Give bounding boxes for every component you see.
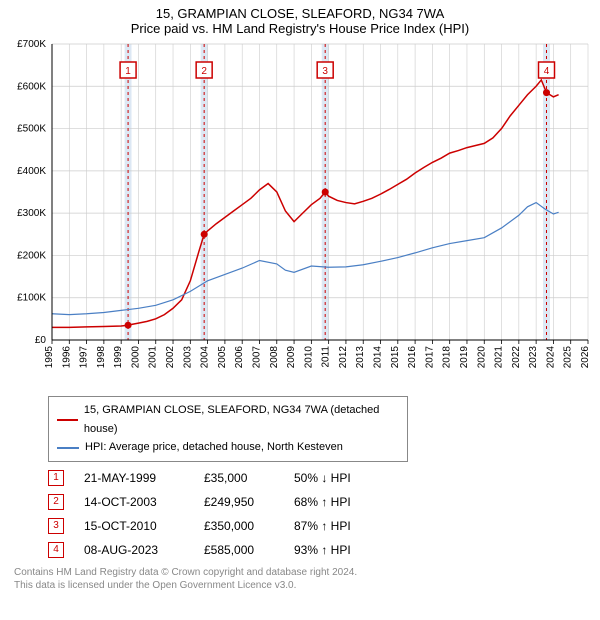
svg-text:£600K: £600K (17, 81, 46, 92)
svg-text:2001: 2001 (148, 346, 159, 369)
svg-text:2025: 2025 (563, 346, 574, 369)
svg-text:2016: 2016 (407, 346, 418, 369)
legend-label-hpi: HPI: Average price, detached house, Nort… (85, 438, 343, 457)
legend-item-property: 15, GRAMPIAN CLOSE, SLEAFORD, NG34 7WA (… (57, 401, 399, 438)
event-marker: 3 (48, 518, 64, 534)
legend-swatch-hpi (57, 447, 79, 449)
svg-text:2012: 2012 (338, 346, 349, 369)
svg-text:2006: 2006 (234, 346, 245, 369)
chart-title-line2: Price paid vs. HM Land Registry's House … (8, 21, 592, 36)
svg-text:1999: 1999 (113, 346, 124, 369)
svg-text:2021: 2021 (494, 346, 505, 369)
event-row: 3 15-OCT-2010 £350,000 87% ↑ HPI (48, 518, 592, 534)
svg-text:2007: 2007 (251, 346, 262, 369)
legend-swatch-property (57, 419, 78, 421)
event-date: 21-MAY-1999 (84, 471, 184, 485)
footer-line1: Contains HM Land Registry data © Crown c… (14, 566, 592, 579)
svg-text:2004: 2004 (200, 346, 211, 369)
event-price: £350,000 (204, 519, 274, 533)
svg-text:1997: 1997 (79, 346, 90, 369)
svg-text:2017: 2017 (424, 346, 435, 369)
chart-legend: 15, GRAMPIAN CLOSE, SLEAFORD, NG34 7WA (… (48, 396, 408, 462)
svg-text:£400K: £400K (17, 166, 46, 177)
svg-text:2019: 2019 (459, 346, 470, 369)
svg-text:£300K: £300K (17, 208, 46, 219)
svg-text:2015: 2015 (390, 346, 401, 369)
svg-text:2011: 2011 (321, 346, 332, 368)
svg-text:2008: 2008 (269, 346, 280, 369)
svg-text:£500K: £500K (17, 124, 46, 135)
svg-text:£0: £0 (35, 335, 47, 346)
event-marker: 4 (48, 542, 64, 558)
event-date: 14-OCT-2003 (84, 495, 184, 509)
legend-label-property: 15, GRAMPIAN CLOSE, SLEAFORD, NG34 7WA (… (84, 401, 399, 438)
event-marker: 1 (48, 470, 64, 486)
svg-text:£700K: £700K (17, 40, 46, 50)
svg-text:1996: 1996 (61, 346, 72, 369)
svg-text:2000: 2000 (130, 346, 141, 369)
event-date: 15-OCT-2010 (84, 519, 184, 533)
event-price: £35,000 (204, 471, 274, 485)
event-price: £249,950 (204, 495, 274, 509)
svg-text:2018: 2018 (442, 346, 453, 369)
svg-text:4: 4 (544, 66, 550, 77)
event-table: 1 21-MAY-1999 £35,000 50% ↓ HPI 2 14-OCT-2003… (48, 470, 592, 558)
svg-text:2: 2 (201, 66, 207, 77)
svg-text:2003: 2003 (182, 346, 193, 369)
event-date: 08-AUG-2023 (84, 543, 184, 557)
chart-container: 15, GRAMPIAN CLOSE, SLEAFORD, NG34 7WA P… (0, 0, 600, 598)
event-pct: 87% ↑ HPI (294, 519, 384, 533)
svg-text:2024: 2024 (545, 346, 556, 369)
svg-text:2010: 2010 (303, 346, 314, 369)
event-price: £585,000 (204, 543, 274, 557)
event-pct: 68% ↑ HPI (294, 495, 384, 509)
svg-text:3: 3 (322, 66, 328, 77)
svg-text:1: 1 (125, 66, 131, 77)
svg-text:2005: 2005 (217, 346, 228, 369)
event-pct: 50% ↓ HPI (294, 471, 384, 485)
svg-text:£100K: £100K (17, 293, 46, 304)
svg-text:2009: 2009 (286, 346, 297, 369)
chart-title-line1: 15, GRAMPIAN CLOSE, SLEAFORD, NG34 7WA (8, 6, 592, 21)
event-marker: 2 (48, 494, 64, 510)
svg-text:£200K: £200K (17, 250, 46, 261)
chart-footer: Contains HM Land Registry data © Crown c… (14, 566, 592, 592)
event-pct: 93% ↑ HPI (294, 543, 384, 557)
svg-text:2014: 2014 (373, 346, 384, 369)
svg-text:2020: 2020 (476, 346, 487, 369)
svg-text:2022: 2022 (511, 346, 522, 369)
chart-plot-area: 1 2 3 4 £0 £100K £200K £300K £400K £500K £600K £700… (8, 40, 592, 390)
svg-text:2026: 2026 (580, 346, 591, 369)
event-row: 1 21-MAY-1999 £35,000 50% ↓ HPI (48, 470, 592, 486)
svg-text:2023: 2023 (528, 346, 539, 369)
legend-item-hpi: HPI: Average price, detached house, Nort… (57, 438, 399, 457)
svg-text:2013: 2013 (355, 346, 366, 369)
chart-svg: 1 2 3 4 £0 £100K £200K £300K £400K £500K £600K £700… (8, 40, 592, 390)
footer-line2: This data is licensed under the Open Gov… (14, 579, 592, 592)
svg-text:1998: 1998 (96, 346, 107, 369)
svg-text:2002: 2002 (165, 346, 176, 369)
event-row: 4 08-AUG-2023 £585,000 93% ↑ HPI (48, 542, 592, 558)
event-row: 2 14-OCT-2003 £249,950 68% ↑ HPI (48, 494, 592, 510)
svg-text:1995: 1995 (44, 346, 55, 369)
